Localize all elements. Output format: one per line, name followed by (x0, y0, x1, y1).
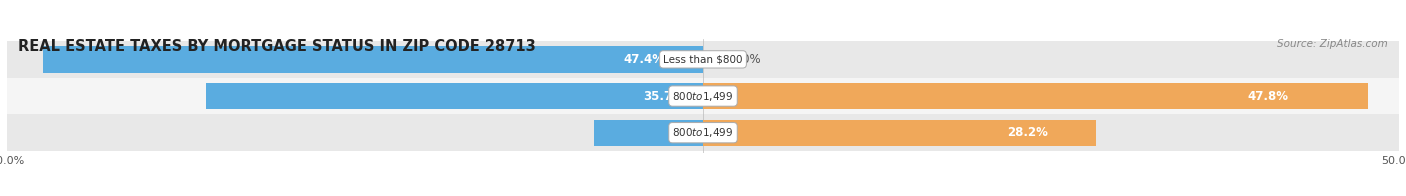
Text: REAL ESTATE TAXES BY MORTGAGE STATUS IN ZIP CODE 28713: REAL ESTATE TAXES BY MORTGAGE STATUS IN … (18, 39, 536, 54)
Bar (7, 41, 1399, 78)
Bar (207, 83, 703, 109)
Bar (703, 120, 1095, 146)
Bar (44, 46, 703, 73)
Text: Source: ZipAtlas.com: Source: ZipAtlas.com (1277, 39, 1388, 49)
Bar (595, 120, 703, 146)
Text: Less than $800: Less than $800 (664, 54, 742, 64)
Text: $800 to $1,499: $800 to $1,499 (672, 126, 734, 139)
Text: 47.4%: 47.4% (624, 53, 665, 66)
Bar (703, 83, 1368, 109)
Text: 7.8%: 7.8% (690, 126, 723, 139)
Text: 47.8%: 47.8% (1247, 90, 1288, 103)
Text: $800 to $1,499: $800 to $1,499 (672, 90, 734, 103)
Text: 35.7%: 35.7% (644, 90, 685, 103)
Text: 28.2%: 28.2% (1008, 126, 1049, 139)
Text: 0.0%: 0.0% (731, 53, 761, 66)
Bar (7, 78, 1399, 114)
Bar (7, 114, 1399, 151)
